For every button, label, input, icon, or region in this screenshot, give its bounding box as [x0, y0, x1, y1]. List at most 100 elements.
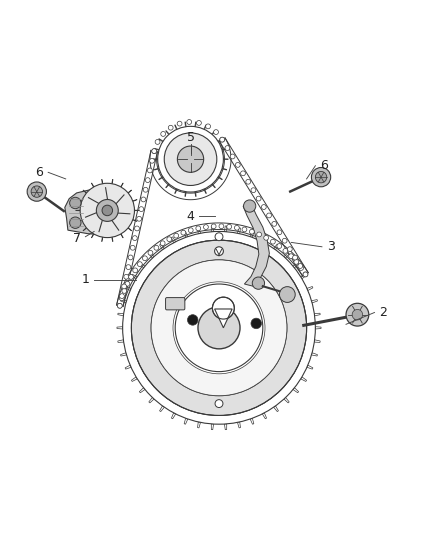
Wedge shape: [131, 240, 307, 415]
Circle shape: [242, 227, 247, 232]
Circle shape: [240, 171, 245, 176]
Circle shape: [303, 272, 308, 277]
Polygon shape: [159, 244, 164, 250]
Polygon shape: [117, 327, 123, 329]
Text: 1: 1: [81, 273, 89, 286]
Circle shape: [264, 236, 268, 240]
Polygon shape: [133, 220, 137, 221]
Polygon shape: [222, 168, 227, 170]
Circle shape: [303, 272, 308, 277]
Polygon shape: [250, 231, 254, 237]
Circle shape: [70, 197, 81, 209]
Polygon shape: [212, 184, 215, 188]
Circle shape: [143, 188, 148, 192]
Circle shape: [289, 254, 293, 259]
Polygon shape: [149, 398, 154, 403]
Circle shape: [206, 124, 211, 129]
Circle shape: [220, 137, 225, 142]
Polygon shape: [204, 125, 206, 130]
Polygon shape: [65, 189, 120, 235]
Circle shape: [158, 126, 223, 192]
Circle shape: [125, 281, 130, 286]
Circle shape: [132, 236, 137, 240]
Polygon shape: [301, 274, 307, 279]
Circle shape: [311, 167, 331, 187]
Circle shape: [151, 260, 287, 395]
Circle shape: [126, 265, 131, 270]
Polygon shape: [166, 184, 170, 188]
Circle shape: [197, 120, 201, 125]
Circle shape: [261, 205, 266, 209]
Polygon shape: [185, 122, 186, 127]
Circle shape: [124, 274, 129, 279]
Polygon shape: [118, 340, 124, 342]
Polygon shape: [301, 377, 307, 382]
Circle shape: [204, 224, 208, 230]
Circle shape: [352, 310, 363, 320]
Polygon shape: [212, 131, 215, 135]
Polygon shape: [198, 228, 201, 233]
Circle shape: [234, 225, 239, 230]
Circle shape: [145, 177, 150, 182]
Circle shape: [299, 265, 304, 270]
Polygon shape: [159, 176, 163, 180]
Polygon shape: [224, 226, 227, 232]
Polygon shape: [120, 300, 127, 303]
Circle shape: [138, 262, 142, 266]
Polygon shape: [131, 377, 137, 382]
Circle shape: [277, 230, 282, 235]
Polygon shape: [198, 422, 201, 428]
Circle shape: [293, 255, 297, 260]
Polygon shape: [76, 210, 80, 211]
Circle shape: [251, 188, 256, 192]
Circle shape: [160, 241, 165, 246]
Circle shape: [283, 248, 288, 253]
Polygon shape: [293, 387, 299, 393]
Circle shape: [152, 149, 157, 154]
FancyBboxPatch shape: [166, 297, 185, 310]
Circle shape: [215, 400, 223, 408]
Circle shape: [168, 125, 173, 130]
Circle shape: [282, 238, 287, 243]
Polygon shape: [154, 168, 159, 170]
Polygon shape: [112, 179, 113, 184]
Circle shape: [175, 284, 263, 372]
Polygon shape: [139, 263, 145, 268]
Polygon shape: [128, 228, 131, 231]
Circle shape: [154, 245, 159, 250]
Polygon shape: [149, 253, 154, 258]
Text: 7: 7: [73, 231, 81, 245]
Circle shape: [271, 239, 276, 244]
Polygon shape: [131, 274, 137, 279]
Polygon shape: [211, 226, 214, 232]
Polygon shape: [83, 228, 87, 231]
Circle shape: [214, 130, 219, 134]
Polygon shape: [307, 287, 313, 290]
Circle shape: [133, 268, 138, 273]
Polygon shape: [224, 424, 227, 430]
Circle shape: [148, 168, 152, 173]
Polygon shape: [293, 263, 299, 268]
Circle shape: [161, 132, 166, 136]
Circle shape: [167, 237, 172, 241]
Polygon shape: [78, 199, 82, 201]
Polygon shape: [171, 413, 176, 419]
Polygon shape: [218, 176, 223, 180]
Polygon shape: [133, 199, 137, 201]
Circle shape: [225, 146, 230, 150]
Polygon shape: [83, 190, 87, 193]
Polygon shape: [274, 244, 279, 250]
Circle shape: [150, 158, 155, 163]
Circle shape: [211, 224, 216, 229]
Polygon shape: [171, 237, 176, 243]
Text: 6: 6: [35, 166, 43, 179]
Circle shape: [257, 232, 261, 237]
Circle shape: [177, 121, 182, 126]
Polygon shape: [120, 234, 123, 238]
Circle shape: [117, 303, 122, 308]
Circle shape: [134, 226, 139, 231]
Circle shape: [244, 200, 256, 212]
Polygon shape: [215, 309, 232, 328]
Circle shape: [277, 244, 282, 248]
Polygon shape: [184, 418, 188, 424]
